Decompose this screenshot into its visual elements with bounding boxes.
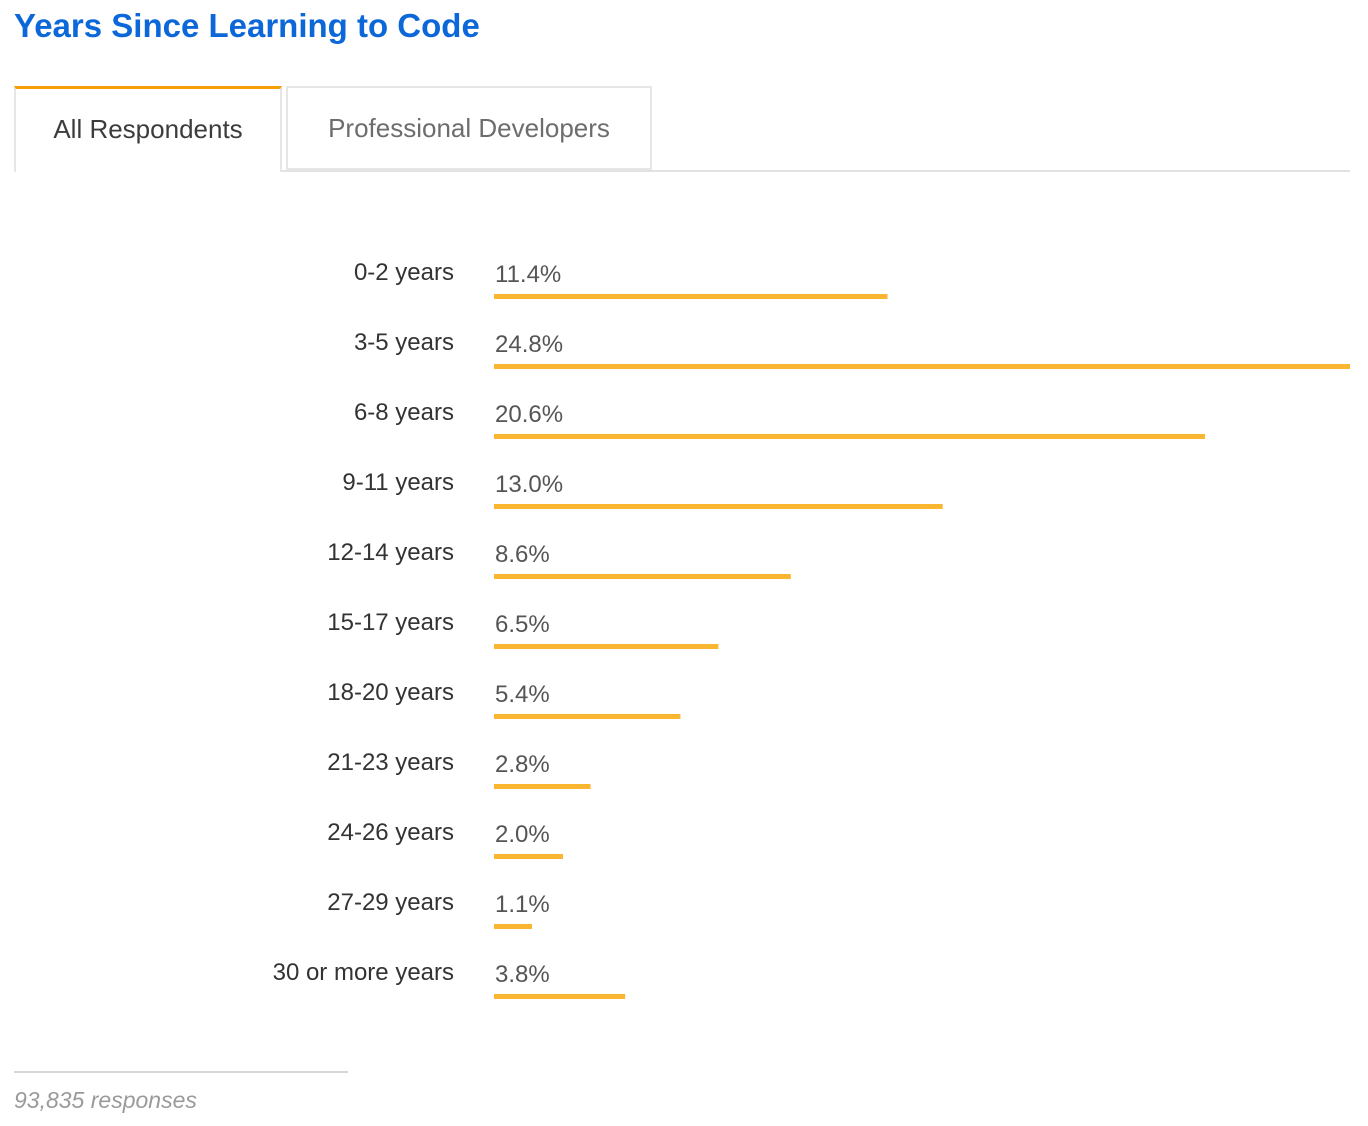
bar-row: 21-23 years 2.8% xyxy=(327,749,591,789)
bar-row: 3-5 years 24.8% xyxy=(354,329,1350,369)
value-label: 8.6% xyxy=(495,541,550,568)
bar-chart: 0-2 years 11.4% 3-5 years 24.8% 6-8 years 20.… xyxy=(273,259,1350,999)
bar xyxy=(494,294,888,299)
bar xyxy=(494,504,943,509)
category-label: 6-8 years xyxy=(354,399,454,426)
category-label: 3-5 years xyxy=(354,329,454,356)
tab-bar-divider xyxy=(14,170,1350,172)
bar-row: 18-20 years 5.4% xyxy=(327,679,681,719)
bar xyxy=(494,364,1350,369)
value-label: 6.5% xyxy=(495,611,550,638)
tab-bar: All Respondents Professional Developers xyxy=(14,86,1350,172)
value-label: 2.0% xyxy=(495,821,550,848)
bar xyxy=(494,714,681,719)
bar xyxy=(494,994,626,999)
category-label: 12-14 years xyxy=(327,539,454,566)
tab-all-respondents[interactable]: All Respondents xyxy=(14,86,282,172)
bar-row: 12-14 years 8.6% xyxy=(327,539,791,579)
bar-row: 15-17 years 6.5% xyxy=(327,609,719,649)
value-label: 20.6% xyxy=(495,401,563,428)
category-label: 30 or more years xyxy=(273,959,454,986)
footer-divider xyxy=(14,1071,348,1073)
value-label: 13.0% xyxy=(495,471,563,498)
bar-row: 6-8 years 20.6% xyxy=(354,399,1205,439)
response-count: 93,835 responses xyxy=(14,1087,197,1113)
category-label: 15-17 years xyxy=(327,609,454,636)
bar xyxy=(494,854,563,859)
tab-professional-developers[interactable]: Professional Developers xyxy=(286,86,652,170)
value-label: 24.8% xyxy=(495,331,563,358)
category-label: 0-2 years xyxy=(354,259,454,286)
bar-row: 27-29 years 1.1% xyxy=(327,889,550,929)
value-label: 11.4% xyxy=(495,261,561,288)
value-label: 1.1% xyxy=(495,891,550,918)
bar xyxy=(494,924,532,929)
value-label: 3.8% xyxy=(495,961,550,988)
bar-row: 9-11 years 13.0% xyxy=(342,469,943,509)
category-label: 27-29 years xyxy=(327,889,454,916)
category-label: 9-11 years xyxy=(342,469,454,496)
category-label: 21-23 years xyxy=(327,749,454,776)
category-label: 24-26 years xyxy=(327,819,454,846)
value-label: 5.4% xyxy=(495,681,550,708)
bar xyxy=(494,434,1205,439)
bar xyxy=(494,784,591,789)
bar xyxy=(494,574,791,579)
bar-row: 0-2 years 11.4% xyxy=(354,259,888,299)
bar-row: 24-26 years 2.0% xyxy=(327,819,563,859)
bar-row: 30 or more years 3.8% xyxy=(273,959,626,999)
category-label: 18-20 years xyxy=(327,679,454,706)
value-label: 2.8% xyxy=(495,751,550,778)
bar xyxy=(494,644,719,649)
page-title: Years Since Learning to Code xyxy=(14,7,480,44)
